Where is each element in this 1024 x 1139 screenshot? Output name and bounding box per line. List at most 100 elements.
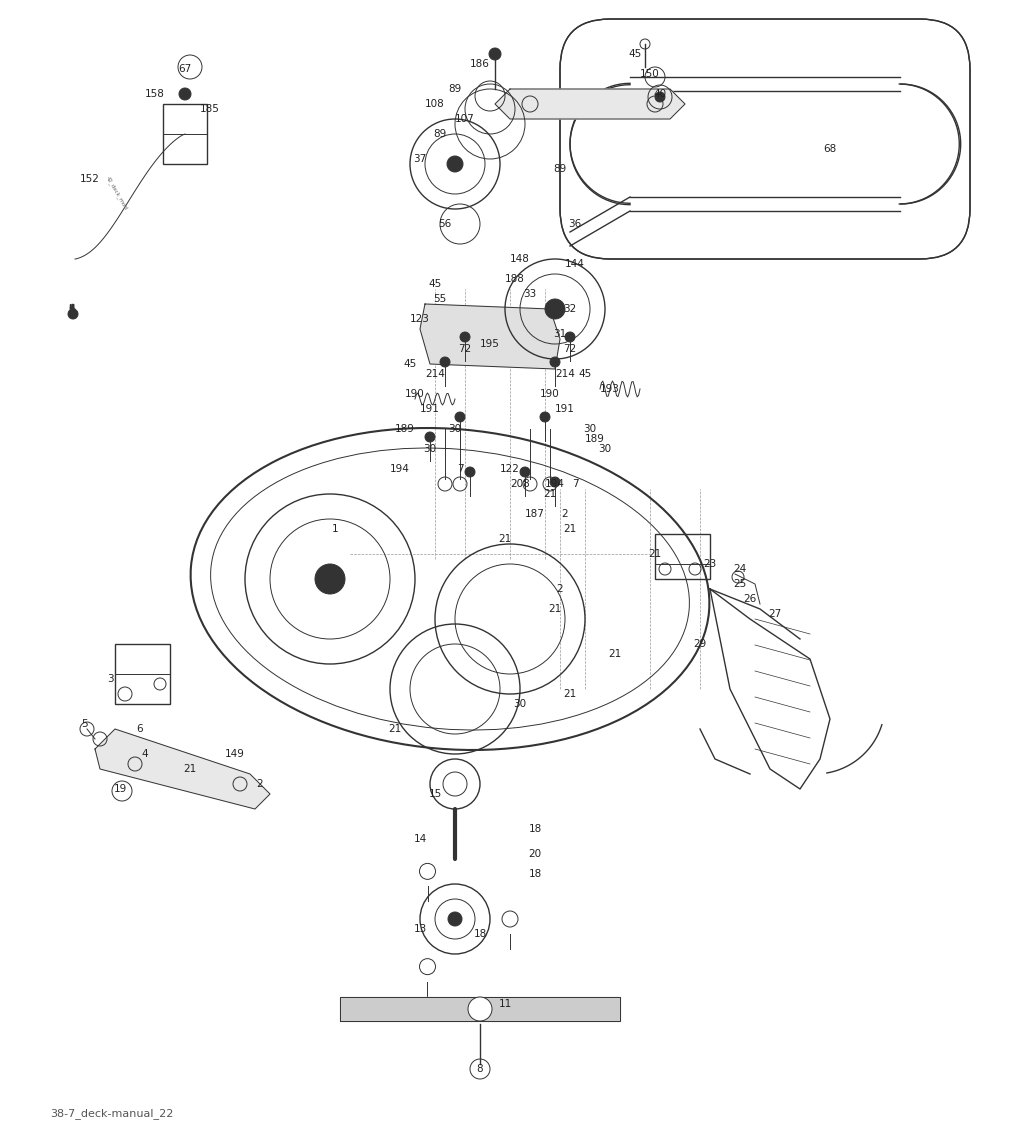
Text: 150: 150 <box>640 69 659 79</box>
Text: 67: 67 <box>178 64 191 74</box>
Text: 27: 27 <box>768 609 781 618</box>
Text: 45: 45 <box>629 49 642 59</box>
Text: 89: 89 <box>553 164 566 174</box>
Text: 186: 186 <box>470 59 489 69</box>
Circle shape <box>179 88 191 100</box>
Text: 15: 15 <box>428 789 441 798</box>
Circle shape <box>460 331 470 342</box>
Text: 3: 3 <box>106 674 114 685</box>
Text: 208: 208 <box>510 480 529 489</box>
Text: 7: 7 <box>457 464 463 474</box>
Text: 6: 6 <box>136 724 143 734</box>
Text: 18: 18 <box>528 823 542 834</box>
Text: 194: 194 <box>545 480 565 489</box>
Text: 2: 2 <box>257 779 263 789</box>
Circle shape <box>565 331 575 342</box>
Text: 45: 45 <box>428 279 441 289</box>
Text: 18: 18 <box>528 869 542 879</box>
Text: 187: 187 <box>525 509 545 519</box>
Text: 21: 21 <box>608 649 622 659</box>
Text: 40: 40 <box>653 89 667 99</box>
Text: 31: 31 <box>553 329 566 339</box>
Text: 36: 36 <box>568 219 582 229</box>
Circle shape <box>489 48 501 60</box>
Text: 8: 8 <box>477 1064 483 1074</box>
Text: 72: 72 <box>459 344 472 354</box>
Bar <box>655 534 710 579</box>
Text: 148: 148 <box>510 254 530 264</box>
Text: 21: 21 <box>388 724 401 734</box>
Text: 30: 30 <box>513 699 526 708</box>
Text: 7: 7 <box>571 480 579 489</box>
Polygon shape <box>95 729 270 809</box>
Circle shape <box>440 357 450 367</box>
Text: 89: 89 <box>449 84 462 95</box>
Circle shape <box>447 156 463 172</box>
Text: 38-7_deck-manual_22: 38-7_deck-manual_22 <box>50 1108 173 1120</box>
Text: 195: 195 <box>480 339 500 349</box>
Circle shape <box>655 92 665 103</box>
Text: 2: 2 <box>562 509 568 519</box>
Text: 32: 32 <box>563 304 577 314</box>
Text: 21: 21 <box>549 604 561 614</box>
Text: 123: 123 <box>410 314 430 323</box>
Text: 21: 21 <box>563 689 577 699</box>
Text: 191: 191 <box>420 404 440 413</box>
Bar <box>115 644 170 704</box>
Text: 193: 193 <box>600 384 620 394</box>
Text: 25: 25 <box>733 579 746 589</box>
Text: 144: 144 <box>565 259 585 269</box>
Text: 30: 30 <box>598 444 611 454</box>
Text: 37: 37 <box>414 154 427 164</box>
Circle shape <box>68 309 78 319</box>
Polygon shape <box>495 89 685 118</box>
Circle shape <box>425 432 435 442</box>
Text: 56: 56 <box>438 219 452 229</box>
Circle shape <box>550 357 560 367</box>
Text: 122: 122 <box>500 464 520 474</box>
Text: 1: 1 <box>332 524 338 534</box>
Text: 30: 30 <box>424 444 436 454</box>
Text: 45: 45 <box>403 359 417 369</box>
Text: 33: 33 <box>523 289 537 300</box>
Text: 21: 21 <box>648 549 662 559</box>
Text: 214: 214 <box>555 369 574 379</box>
Text: 152: 152 <box>80 174 100 185</box>
Text: 68: 68 <box>823 144 837 154</box>
Text: 19: 19 <box>114 784 127 794</box>
Text: 11: 11 <box>499 999 512 1009</box>
Text: 14: 14 <box>414 834 427 844</box>
Text: 13: 13 <box>414 924 427 934</box>
Text: 194: 194 <box>390 464 410 474</box>
Text: 30: 30 <box>584 424 597 434</box>
Circle shape <box>455 412 465 423</box>
Text: 21: 21 <box>183 764 197 775</box>
Text: 108: 108 <box>425 99 444 109</box>
Text: 2: 2 <box>557 584 563 595</box>
Circle shape <box>315 564 345 595</box>
Text: 26: 26 <box>743 595 757 604</box>
Text: 4: 4 <box>141 749 148 759</box>
Text: 189: 189 <box>395 424 415 434</box>
Text: 188: 188 <box>505 274 525 284</box>
Text: 191: 191 <box>555 404 574 413</box>
Text: 45: 45 <box>579 369 592 379</box>
Text: 30: 30 <box>449 424 462 434</box>
Text: 72: 72 <box>563 344 577 354</box>
Text: 55: 55 <box>433 294 446 304</box>
Circle shape <box>540 412 550 423</box>
Polygon shape <box>340 997 620 1021</box>
Text: 29: 29 <box>693 639 707 649</box>
Text: 42_deck_mod: 42_deck_mod <box>105 175 129 211</box>
Circle shape <box>545 300 565 319</box>
Polygon shape <box>420 304 560 369</box>
Text: 20: 20 <box>528 849 542 859</box>
Text: 149: 149 <box>225 749 245 759</box>
Circle shape <box>468 997 492 1021</box>
Text: 190: 190 <box>540 390 560 399</box>
Text: 107: 107 <box>455 114 475 124</box>
Text: 21: 21 <box>499 534 512 544</box>
Circle shape <box>550 477 560 487</box>
Text: 89: 89 <box>433 129 446 139</box>
Circle shape <box>449 912 462 926</box>
